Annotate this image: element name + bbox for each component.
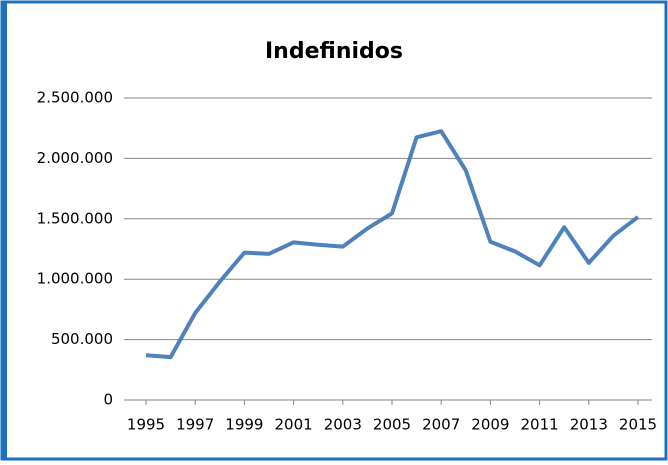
x-tick-label: 1999: [225, 416, 263, 434]
data-line: [145, 129, 640, 360]
x-tick-label: 2009: [471, 416, 509, 434]
y-tick-label: 2.000.000: [37, 149, 113, 167]
x-tick-label: 1995: [127, 416, 165, 434]
x-tick-label: 2007: [422, 416, 460, 434]
x-tick-label: 2001: [275, 416, 313, 434]
y-tick-label: 1.500.000: [37, 209, 113, 227]
x-tick-label: 2003: [324, 416, 362, 434]
y-tick-label: 0: [103, 391, 113, 409]
frame-edge: [1, 1, 7, 460]
chart-title: Indefinidos: [265, 39, 403, 64]
y-tick-label: 2.500.000: [37, 89, 113, 107]
x-tick-label: 2005: [373, 416, 411, 434]
x-tick-label: 2015: [619, 416, 657, 434]
x-tick-label: 2013: [570, 416, 608, 434]
y-tick-label: 1.000.000: [37, 270, 113, 288]
x-tick-label: 2011: [521, 416, 559, 434]
y-tick-label: 500.000: [51, 330, 113, 348]
x-tick-label: 1997: [176, 416, 214, 434]
